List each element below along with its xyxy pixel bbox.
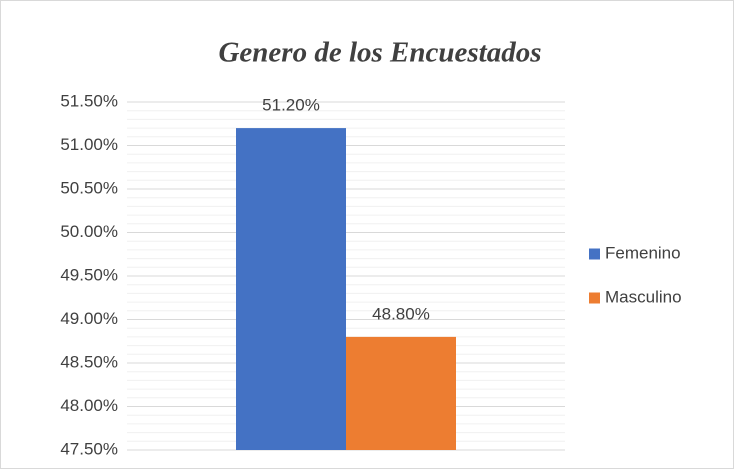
- y-tick-label: 51.50%: [60, 91, 118, 110]
- legend-swatch: [589, 292, 600, 304]
- legend-label: Femenino: [605, 243, 681, 262]
- y-tick-label: 48.00%: [60, 396, 118, 415]
- legend-label: Masculino: [605, 287, 682, 306]
- y-tick-label: 49.00%: [60, 309, 118, 328]
- value-label: 48.80%: [372, 304, 430, 323]
- value-label: 51.20%: [262, 96, 320, 115]
- bar: [236, 128, 346, 450]
- y-tick-label: 51.00%: [60, 135, 118, 154]
- bar: [346, 336, 456, 450]
- y-tick-label: 50.50%: [60, 178, 118, 197]
- legend-swatch: [589, 248, 600, 260]
- y-tick-label: 47.50%: [60, 439, 118, 458]
- y-tick-label: 49.50%: [60, 265, 118, 284]
- y-tick-label: 50.00%: [60, 222, 118, 241]
- y-tick-label: 48.50%: [60, 352, 118, 371]
- chart-title: Genero de los Encuestados: [218, 37, 541, 69]
